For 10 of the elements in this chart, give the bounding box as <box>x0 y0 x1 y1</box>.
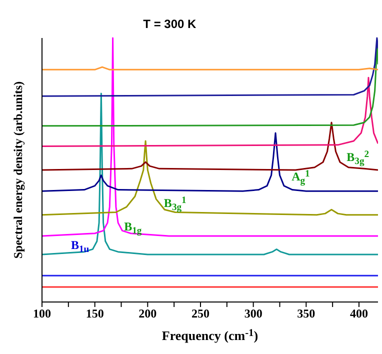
text: T = 300 K <box>143 17 197 31</box>
x-tick-label: 100 <box>33 306 51 321</box>
x-tick-label: 400 <box>350 306 368 321</box>
x-tick-label: 200 <box>138 306 157 321</box>
x-tick-label: 150 <box>86 306 104 321</box>
x-axis-title: Frequency (cm$^{-1}$) <box>162 328 258 343</box>
x-tick-label: 250 <box>191 306 210 321</box>
x-tick-label: 350 <box>297 306 316 321</box>
y-axis-title: Spectral energy density (arb.units) <box>11 81 25 259</box>
x-tick-label: 300 <box>244 306 262 321</box>
